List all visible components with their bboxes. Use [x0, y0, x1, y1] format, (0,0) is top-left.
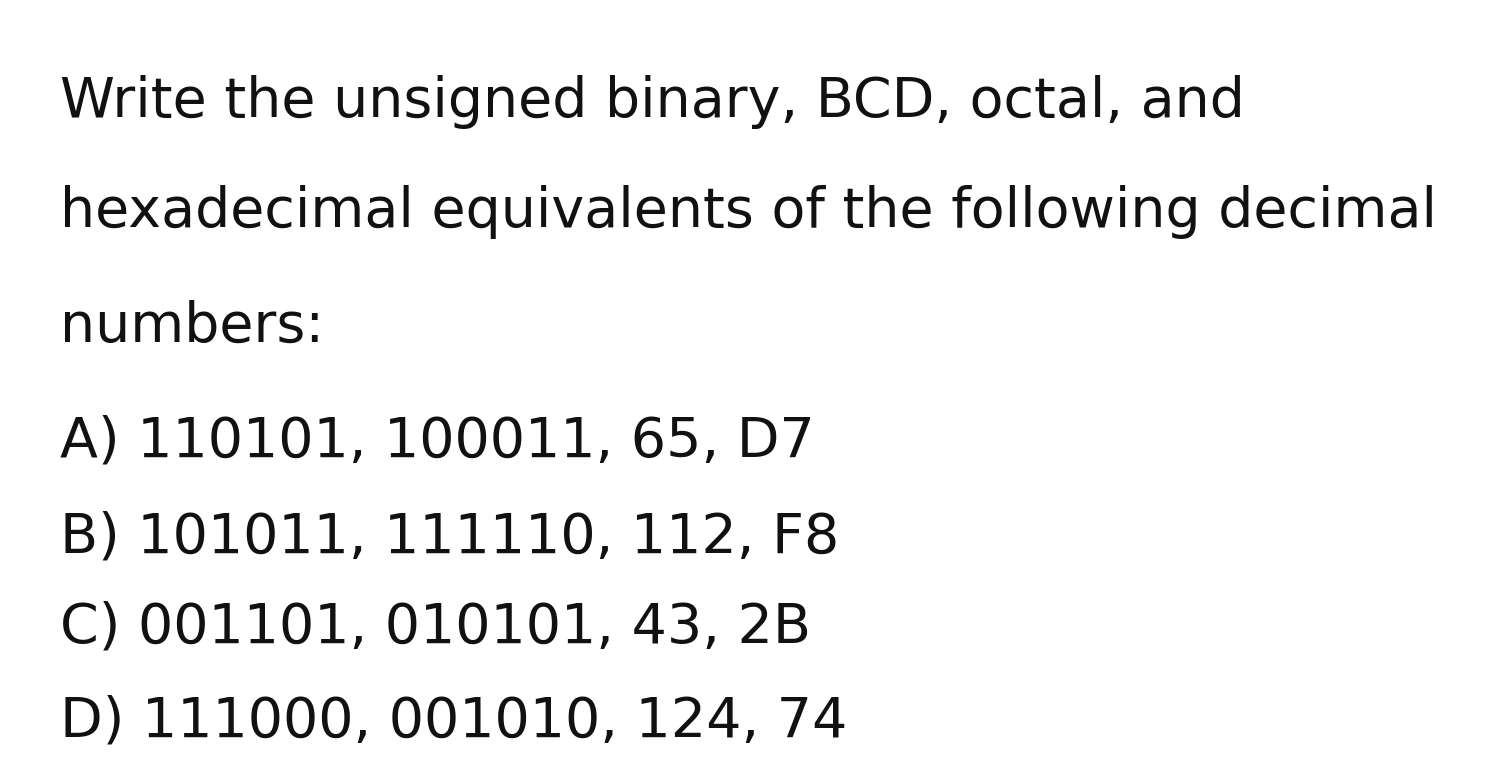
- Text: A) 110101, 100011, 65, D7: A) 110101, 100011, 65, D7: [60, 415, 814, 469]
- Text: Write the unsigned binary, BCD, octal, and: Write the unsigned binary, BCD, octal, a…: [60, 75, 1245, 129]
- Text: D) 111000, 001010, 124, 74: D) 111000, 001010, 124, 74: [60, 695, 847, 749]
- Text: hexadecimal equivalents of the following decimal: hexadecimal equivalents of the following…: [60, 185, 1437, 239]
- Text: numbers:: numbers:: [60, 300, 324, 354]
- Text: C) 001101, 010101, 43, 2B: C) 001101, 010101, 43, 2B: [60, 600, 812, 654]
- Text: B) 101011, 111110, 112, F8: B) 101011, 111110, 112, F8: [60, 510, 840, 564]
